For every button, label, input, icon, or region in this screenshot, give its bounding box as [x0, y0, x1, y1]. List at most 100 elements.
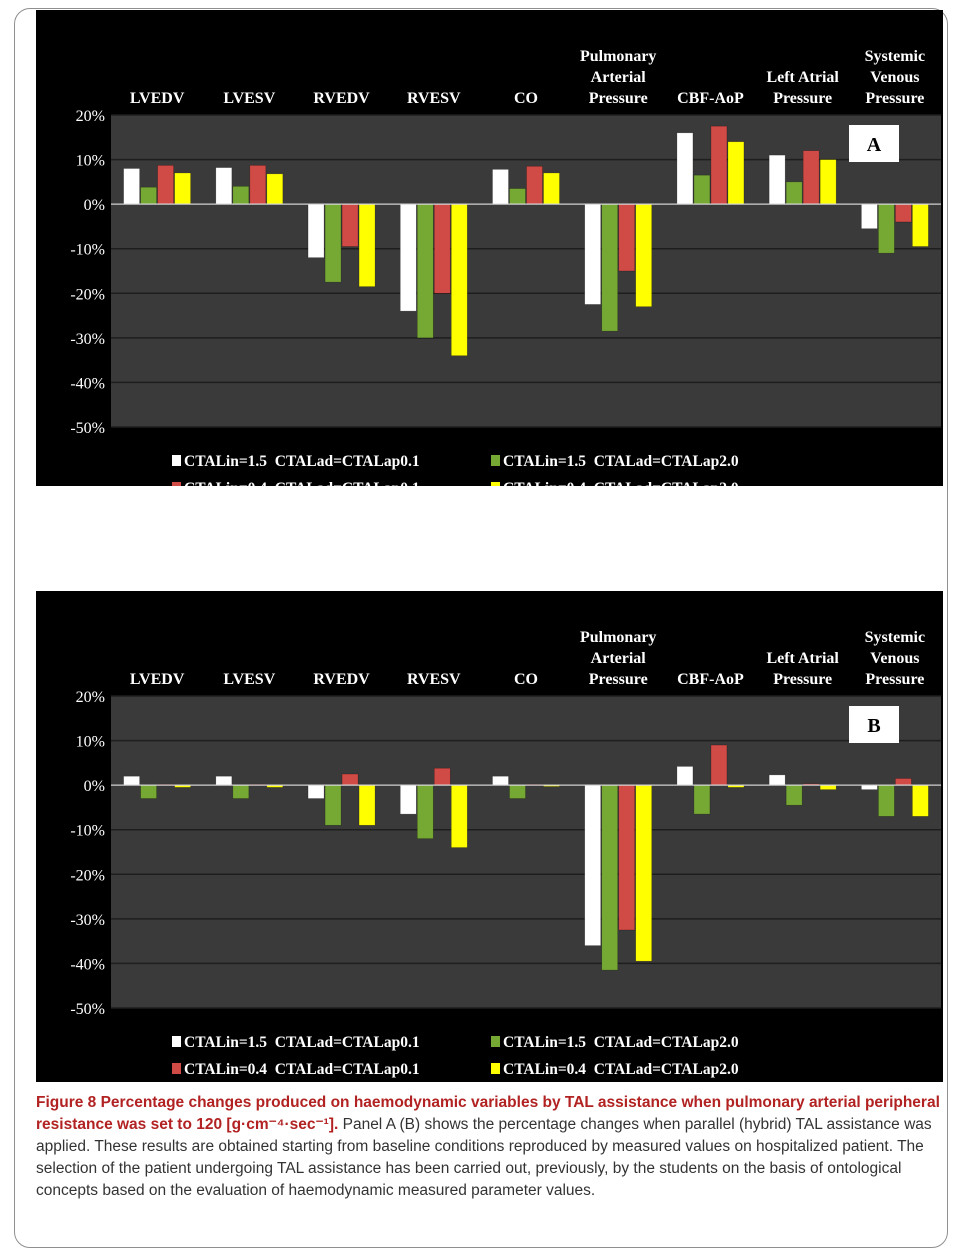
bar — [895, 778, 912, 786]
bar — [341, 203, 359, 247]
legend-entry: CTALin=1.5 CTALad=CTALap0.1 — [184, 453, 420, 470]
bar — [232, 784, 250, 799]
bar — [324, 784, 342, 826]
category-label: RVEDV — [313, 90, 370, 107]
category-label: Venous — [870, 69, 919, 86]
category-label: LVESV — [223, 671, 275, 688]
legend-swatch — [172, 1036, 181, 1047]
bar — [895, 203, 912, 223]
bar — [584, 784, 602, 946]
category-label: Arterial — [591, 69, 647, 86]
y-tick-label: -20% — [70, 286, 105, 303]
legend-entry: CTALin=0.4 CTALad=CTALap2.0 — [503, 1061, 739, 1078]
bar — [819, 159, 837, 205]
bar — [676, 766, 694, 786]
caption-title: Figure 8 Percentage changes produced on … — [36, 1094, 940, 1133]
category-label: LVEDV — [130, 671, 185, 688]
category-label: Pressure — [773, 671, 832, 688]
bar — [450, 784, 468, 848]
bar — [140, 784, 157, 799]
legend-swatch — [172, 1063, 181, 1074]
legend-entry: CTALin=1.5 CTALad=CTALap0.1 — [184, 1034, 420, 1051]
legend-swatch — [491, 1063, 500, 1074]
chart-b-svg: 20% 10% 0% -10% -20% -30% -40% -50% LVEDV LVESV RV… — [70, 629, 941, 1078]
bar — [861, 203, 878, 229]
category-label: CO — [514, 671, 538, 688]
category-label: Pressure — [865, 671, 924, 688]
category-label: Pulmonary — [580, 48, 656, 65]
category-label: LVEDV — [130, 90, 185, 107]
bar — [693, 784, 711, 815]
bar — [433, 767, 451, 786]
y-tick-label: 0% — [84, 197, 105, 214]
category-label: CBF-AoP — [677, 90, 744, 107]
bar — [307, 784, 325, 799]
y-tick-label: 20% — [76, 689, 105, 706]
plot-area — [111, 696, 941, 1008]
bar — [768, 154, 786, 205]
bar — [785, 784, 803, 806]
caption-body: Panel A (B) shows the percentage changes… — [36, 1116, 932, 1199]
bar — [157, 165, 174, 205]
bar — [912, 784, 929, 817]
category-label: Pulmonary — [580, 629, 656, 646]
bar — [123, 775, 140, 786]
chart-panel-a: 20% 10% 0% -10% -20% -30% -40% -50% LVEDV LVESV RV… — [36, 10, 943, 486]
bar — [618, 203, 636, 272]
bar — [232, 186, 250, 205]
plot-area — [111, 115, 941, 427]
legend-entry: CTALin=0.4 CTALad=CTALap0.1 — [184, 1061, 420, 1078]
bar — [710, 125, 728, 205]
bar — [215, 775, 233, 786]
panel-label: A — [867, 134, 882, 156]
category-label: Pressure — [589, 90, 648, 107]
category-label: RVESV — [407, 671, 461, 688]
category-label: Pressure — [773, 90, 832, 107]
legend-swatch — [172, 455, 181, 466]
y-tick-label: -40% — [70, 375, 105, 392]
bar — [358, 784, 376, 826]
category-label: Left Atrial — [766, 69, 839, 86]
bar — [358, 203, 376, 287]
bar — [710, 744, 728, 786]
bar — [174, 172, 191, 205]
bar — [307, 203, 325, 258]
y-tick-label: 20% — [76, 108, 105, 125]
bar — [123, 168, 140, 205]
figure-caption: Figure 8 Percentage changes produced on … — [36, 1092, 943, 1202]
panel-label-box — [849, 125, 899, 162]
bar — [802, 150, 820, 205]
y-tick-label: -50% — [70, 420, 105, 437]
legend-swatch — [491, 482, 500, 486]
category-label: RVEDV — [313, 671, 370, 688]
category-label: LVESV — [223, 90, 275, 107]
legend-entry: CTALin=0.4 CTALad=CTALap0.1 — [184, 480, 420, 486]
bar — [693, 174, 711, 205]
y-tick-label: 0% — [84, 778, 105, 795]
y-tick-label: -30% — [70, 331, 105, 348]
y-tick-label: 10% — [76, 153, 105, 170]
legend-swatch — [172, 482, 181, 486]
category-label: Systemic — [865, 629, 925, 646]
bar — [341, 773, 359, 786]
bar — [618, 784, 636, 931]
y-tick-label: -10% — [70, 823, 105, 840]
bar — [601, 203, 619, 332]
chart-a-svg: 20% 10% 0% -10% -20% -30% -40% -50% LVEDV LVESV RV… — [70, 48, 941, 486]
category-label: Pressure — [865, 90, 924, 107]
legend-entry: CTALin=0.4 CTALad=CTALap2.0 — [503, 480, 739, 486]
bar — [676, 132, 694, 205]
panel-label-box — [849, 706, 899, 743]
bar — [450, 203, 468, 356]
bar — [266, 173, 284, 205]
category-label: RVESV — [407, 90, 461, 107]
bar — [635, 203, 653, 307]
bar — [878, 784, 895, 817]
bar — [601, 784, 619, 971]
bar — [140, 186, 157, 205]
category-label: Pressure — [589, 671, 648, 688]
category-label: Venous — [870, 650, 919, 667]
bar — [509, 784, 526, 799]
bar — [768, 774, 786, 786]
bar — [861, 784, 878, 790]
